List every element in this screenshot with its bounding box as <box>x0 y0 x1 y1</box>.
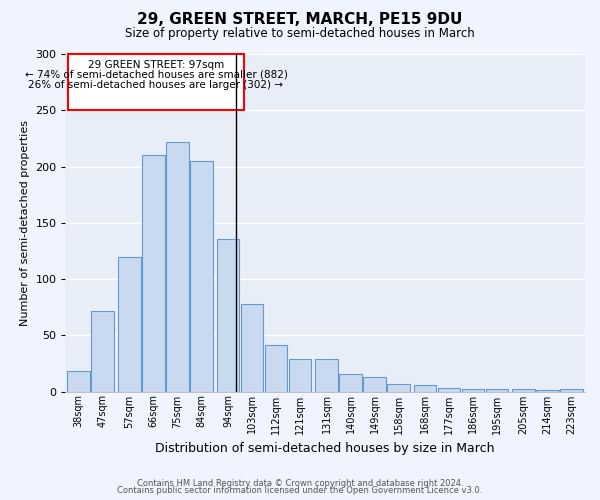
Text: 29 GREEN STREET: 97sqm: 29 GREEN STREET: 97sqm <box>88 60 224 70</box>
FancyBboxPatch shape <box>68 54 244 110</box>
Bar <box>438 388 460 392</box>
Bar <box>91 310 114 392</box>
Bar <box>217 238 239 392</box>
Bar <box>67 372 90 392</box>
Bar <box>414 385 436 392</box>
Bar <box>560 390 583 392</box>
Text: Contains HM Land Registry data © Crown copyright and database right 2024.: Contains HM Land Registry data © Crown c… <box>137 478 463 488</box>
Bar <box>339 374 362 392</box>
X-axis label: Distribution of semi-detached houses by size in March: Distribution of semi-detached houses by … <box>155 442 495 455</box>
Bar <box>241 304 263 392</box>
Bar <box>190 161 212 392</box>
Bar <box>265 346 287 392</box>
Bar <box>289 359 311 392</box>
Bar <box>363 377 386 392</box>
Bar <box>536 390 559 392</box>
Text: 26% of semi-detached houses are larger (302) →: 26% of semi-detached houses are larger (… <box>28 80 283 90</box>
Text: Contains public sector information licensed under the Open Government Licence v3: Contains public sector information licen… <box>118 486 482 495</box>
Bar <box>142 156 164 392</box>
Text: 29, GREEN STREET, MARCH, PE15 9DU: 29, GREEN STREET, MARCH, PE15 9DU <box>137 12 463 28</box>
Text: Size of property relative to semi-detached houses in March: Size of property relative to semi-detach… <box>125 28 475 40</box>
Bar <box>166 142 188 392</box>
Text: ← 74% of semi-detached houses are smaller (882): ← 74% of semi-detached houses are smalle… <box>25 70 287 80</box>
Bar <box>387 384 410 392</box>
Bar <box>315 359 338 392</box>
Bar <box>462 390 484 392</box>
Y-axis label: Number of semi-detached properties: Number of semi-detached properties <box>20 120 29 326</box>
Bar <box>118 256 140 392</box>
Bar <box>512 390 535 392</box>
Bar <box>486 390 508 392</box>
